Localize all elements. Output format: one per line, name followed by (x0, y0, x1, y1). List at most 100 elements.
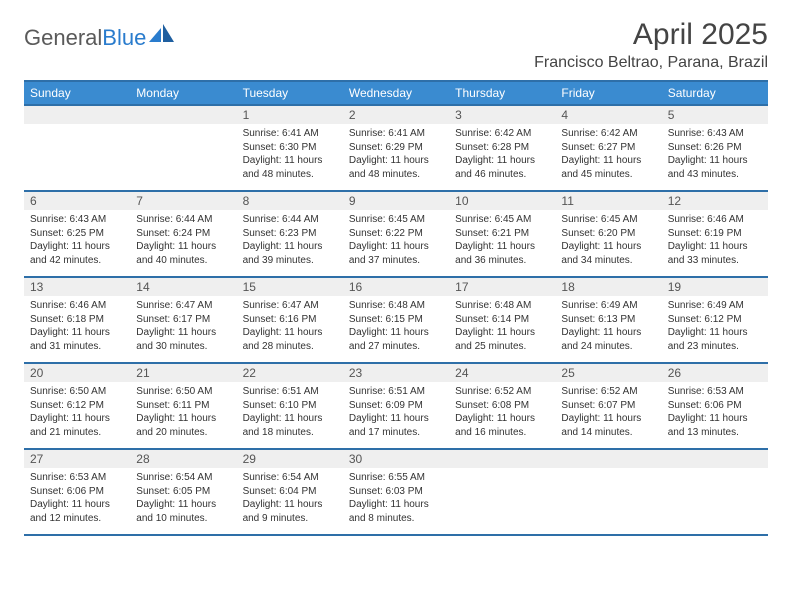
sunrise-text: Sunrise: 6:42 AM (455, 127, 549, 141)
daylight-text: Daylight: 11 hours and 40 minutes. (136, 240, 230, 267)
week-row: 6Sunrise: 6:43 AMSunset: 6:25 PMDaylight… (24, 192, 768, 278)
sunset-text: Sunset: 6:22 PM (349, 227, 443, 241)
day-body: Sunrise: 6:43 AMSunset: 6:26 PMDaylight:… (662, 124, 768, 185)
day-cell: 23Sunrise: 6:51 AMSunset: 6:09 PMDayligh… (343, 364, 449, 448)
sunrise-text: Sunrise: 6:47 AM (243, 299, 337, 313)
sunset-text: Sunset: 6:12 PM (668, 313, 762, 327)
day-body: Sunrise: 6:54 AMSunset: 6:04 PMDaylight:… (237, 468, 343, 529)
sunrise-text: Sunrise: 6:45 AM (561, 213, 655, 227)
day-cell: 20Sunrise: 6:50 AMSunset: 6:12 PMDayligh… (24, 364, 130, 448)
sunset-text: Sunset: 6:19 PM (668, 227, 762, 241)
day-body: Sunrise: 6:49 AMSunset: 6:12 PMDaylight:… (662, 296, 768, 357)
day-number: 28 (130, 450, 236, 468)
day-cell: 6Sunrise: 6:43 AMSunset: 6:25 PMDaylight… (24, 192, 130, 276)
week-row: 27Sunrise: 6:53 AMSunset: 6:06 PMDayligh… (24, 450, 768, 536)
sunrise-text: Sunrise: 6:53 AM (30, 471, 124, 485)
daylight-text: Daylight: 11 hours and 20 minutes. (136, 412, 230, 439)
sunrise-text: Sunrise: 6:48 AM (349, 299, 443, 313)
day-number: 25 (555, 364, 661, 382)
day-body: Sunrise: 6:42 AMSunset: 6:27 PMDaylight:… (555, 124, 661, 185)
daylight-text: Daylight: 11 hours and 13 minutes. (668, 412, 762, 439)
day-cell: 17Sunrise: 6:48 AMSunset: 6:14 PMDayligh… (449, 278, 555, 362)
week-row: 1Sunrise: 6:41 AMSunset: 6:30 PMDaylight… (24, 106, 768, 192)
daylight-text: Daylight: 11 hours and 42 minutes. (30, 240, 124, 267)
sunset-text: Sunset: 6:08 PM (455, 399, 549, 413)
day-number: 3 (449, 106, 555, 124)
day-number: 11 (555, 192, 661, 210)
day-cell (662, 450, 768, 534)
day-body: Sunrise: 6:55 AMSunset: 6:03 PMDaylight:… (343, 468, 449, 529)
day-body: Sunrise: 6:46 AMSunset: 6:19 PMDaylight:… (662, 210, 768, 271)
day-body: Sunrise: 6:51 AMSunset: 6:10 PMDaylight:… (237, 382, 343, 443)
day-number: 7 (130, 192, 236, 210)
day-number: 26 (662, 364, 768, 382)
sunset-text: Sunset: 6:26 PM (668, 141, 762, 155)
day-cell: 13Sunrise: 6:46 AMSunset: 6:18 PMDayligh… (24, 278, 130, 362)
daylight-text: Daylight: 11 hours and 8 minutes. (349, 498, 443, 525)
day-number: 5 (662, 106, 768, 124)
sunrise-text: Sunrise: 6:55 AM (349, 471, 443, 485)
sunrise-text: Sunrise: 6:41 AM (349, 127, 443, 141)
day-body: Sunrise: 6:45 AMSunset: 6:21 PMDaylight:… (449, 210, 555, 271)
sunrise-text: Sunrise: 6:43 AM (668, 127, 762, 141)
day-number: 1 (237, 106, 343, 124)
day-number (662, 450, 768, 468)
daylight-text: Daylight: 11 hours and 48 minutes. (349, 154, 443, 181)
sunrise-text: Sunrise: 6:51 AM (243, 385, 337, 399)
daylight-text: Daylight: 11 hours and 14 minutes. (561, 412, 655, 439)
day-header: Tuesday (237, 82, 343, 104)
sunset-text: Sunset: 6:06 PM (668, 399, 762, 413)
daylight-text: Daylight: 11 hours and 17 minutes. (349, 412, 443, 439)
day-cell: 28Sunrise: 6:54 AMSunset: 6:05 PMDayligh… (130, 450, 236, 534)
day-cell: 24Sunrise: 6:52 AMSunset: 6:08 PMDayligh… (449, 364, 555, 448)
daylight-text: Daylight: 11 hours and 10 minutes. (136, 498, 230, 525)
logo-text-part2: Blue (102, 25, 146, 50)
day-body: Sunrise: 6:43 AMSunset: 6:25 PMDaylight:… (24, 210, 130, 271)
daylight-text: Daylight: 11 hours and 30 minutes. (136, 326, 230, 353)
daylight-text: Daylight: 11 hours and 34 minutes. (561, 240, 655, 267)
day-cell: 9Sunrise: 6:45 AMSunset: 6:22 PMDaylight… (343, 192, 449, 276)
day-number (130, 106, 236, 124)
sunrise-text: Sunrise: 6:46 AM (30, 299, 124, 313)
sunrise-text: Sunrise: 6:53 AM (668, 385, 762, 399)
day-body: Sunrise: 6:51 AMSunset: 6:09 PMDaylight:… (343, 382, 449, 443)
location: Francisco Beltrao, Parana, Brazil (534, 54, 768, 72)
day-body (662, 468, 768, 530)
day-cell: 8Sunrise: 6:44 AMSunset: 6:23 PMDaylight… (237, 192, 343, 276)
sunset-text: Sunset: 6:06 PM (30, 485, 124, 499)
sunrise-text: Sunrise: 6:46 AM (668, 213, 762, 227)
sunrise-text: Sunrise: 6:49 AM (668, 299, 762, 313)
day-body: Sunrise: 6:44 AMSunset: 6:23 PMDaylight:… (237, 210, 343, 271)
day-body: Sunrise: 6:50 AMSunset: 6:11 PMDaylight:… (130, 382, 236, 443)
day-body: Sunrise: 6:41 AMSunset: 6:30 PMDaylight:… (237, 124, 343, 185)
sunrise-text: Sunrise: 6:42 AM (561, 127, 655, 141)
day-cell (555, 450, 661, 534)
sunrise-text: Sunrise: 6:52 AM (455, 385, 549, 399)
sunset-text: Sunset: 6:25 PM (30, 227, 124, 241)
daylight-text: Daylight: 11 hours and 28 minutes. (243, 326, 337, 353)
sunset-text: Sunset: 6:21 PM (455, 227, 549, 241)
day-body: Sunrise: 6:52 AMSunset: 6:07 PMDaylight:… (555, 382, 661, 443)
day-cell: 25Sunrise: 6:52 AMSunset: 6:07 PMDayligh… (555, 364, 661, 448)
sunrise-text: Sunrise: 6:54 AM (136, 471, 230, 485)
day-number: 23 (343, 364, 449, 382)
day-cell: 10Sunrise: 6:45 AMSunset: 6:21 PMDayligh… (449, 192, 555, 276)
day-cell (449, 450, 555, 534)
day-number: 16 (343, 278, 449, 296)
sunset-text: Sunset: 6:28 PM (455, 141, 549, 155)
sunset-text: Sunset: 6:12 PM (30, 399, 124, 413)
day-body: Sunrise: 6:44 AMSunset: 6:24 PMDaylight:… (130, 210, 236, 271)
day-body: Sunrise: 6:53 AMSunset: 6:06 PMDaylight:… (24, 468, 130, 529)
day-cell (24, 106, 130, 190)
sunset-text: Sunset: 6:10 PM (243, 399, 337, 413)
sunset-text: Sunset: 6:04 PM (243, 485, 337, 499)
daylight-text: Daylight: 11 hours and 16 minutes. (455, 412, 549, 439)
day-body: Sunrise: 6:47 AMSunset: 6:16 PMDaylight:… (237, 296, 343, 357)
logo-text-part1: General (24, 25, 102, 50)
day-cell: 19Sunrise: 6:49 AMSunset: 6:12 PMDayligh… (662, 278, 768, 362)
day-number: 20 (24, 364, 130, 382)
sunset-text: Sunset: 6:14 PM (455, 313, 549, 327)
sunset-text: Sunset: 6:29 PM (349, 141, 443, 155)
sunrise-text: Sunrise: 6:45 AM (349, 213, 443, 227)
sunset-text: Sunset: 6:17 PM (136, 313, 230, 327)
